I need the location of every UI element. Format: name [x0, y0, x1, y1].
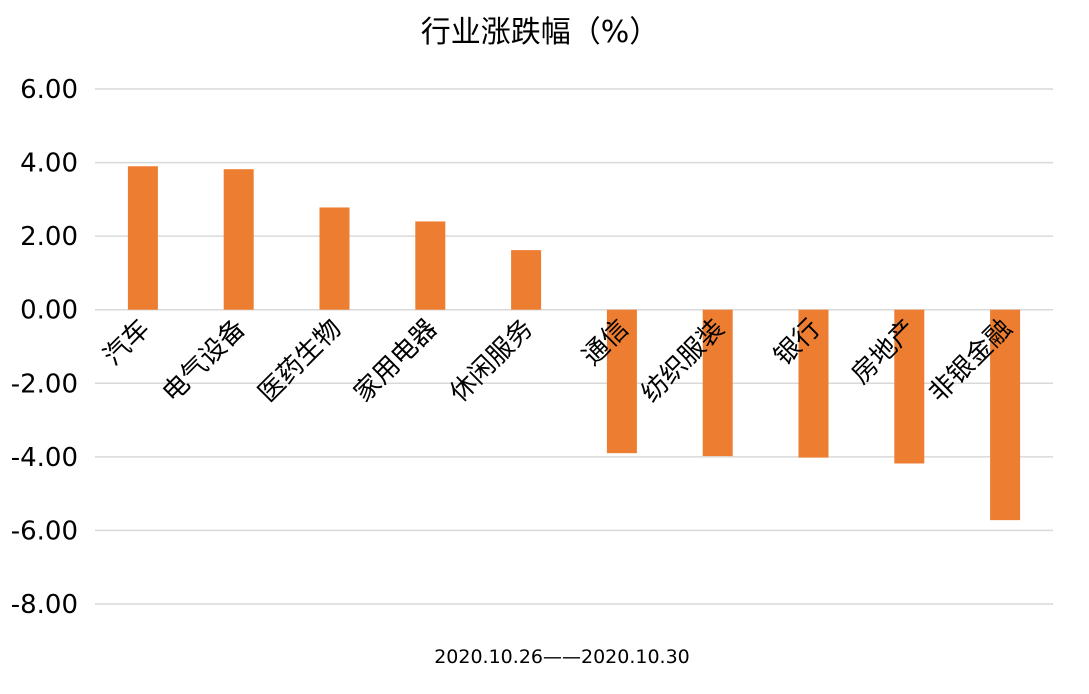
bars [127, 166, 1021, 521]
bar [990, 309, 1021, 521]
bar [415, 221, 446, 310]
bar [127, 166, 158, 310]
y-tick-label: -8.00 [11, 590, 78, 620]
bar [702, 309, 733, 457]
y-tick-label: 2.00 [20, 222, 78, 252]
x-axis-label: 2020.10.26——2020.10.30 [434, 646, 690, 668]
x-tick-label: 休闲服务 [444, 314, 539, 409]
y-tick-label: 4.00 [20, 149, 78, 179]
bar [798, 309, 829, 458]
chart-title: 行业涨跌幅（%） [421, 15, 660, 50]
bar [223, 169, 254, 310]
x-tick-label: 汽车 [98, 314, 156, 372]
y-tick-label: -2.00 [11, 369, 78, 399]
y-tick-label: 0.00 [20, 296, 78, 326]
bar [894, 309, 925, 464]
y-tick-label: 6.00 [20, 75, 78, 105]
bar [511, 250, 542, 310]
bar [606, 309, 637, 454]
x-tick-label: 医药生物 [253, 314, 348, 409]
y-tick-label: -6.00 [11, 516, 78, 546]
x-tick-label: 家用电器 [348, 314, 443, 409]
gridlines [95, 88, 1053, 605]
x-axis-ticks: 汽车 电气设备 医药生物 家用电器 休闲服务 通信 纺织服装 银行 房地产 非银金融 [98, 314, 1018, 409]
bar [319, 207, 350, 310]
x-tick-label: 电气设备 [157, 314, 252, 409]
y-tick-label: -4.00 [11, 443, 78, 473]
y-axis-ticks: 6.00 4.00 2.00 0.00 -2.00 -4.00 -6.00 -8.00 [11, 75, 78, 620]
